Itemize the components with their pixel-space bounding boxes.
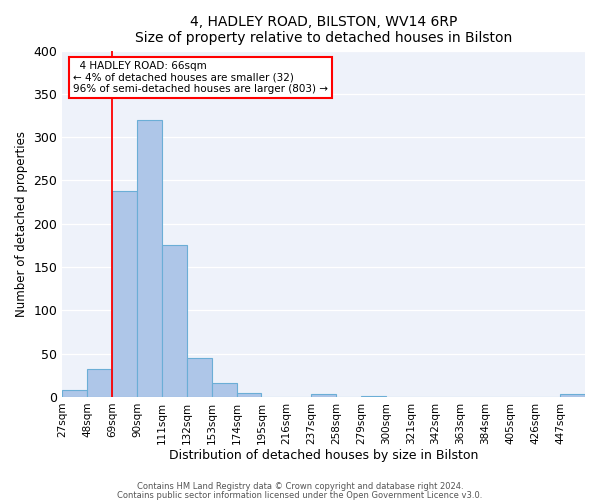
Bar bbox=[87, 369, 112, 397]
Bar bbox=[187, 358, 212, 397]
X-axis label: Distribution of detached houses by size in Bilston: Distribution of detached houses by size … bbox=[169, 450, 478, 462]
Y-axis label: Number of detached properties: Number of detached properties bbox=[15, 130, 28, 316]
Bar bbox=[112, 191, 137, 397]
Bar bbox=[212, 383, 236, 397]
Bar bbox=[361, 396, 386, 397]
Bar bbox=[236, 392, 262, 397]
Bar bbox=[560, 394, 585, 397]
Text: 4 HADLEY ROAD: 66sqm
← 4% of detached houses are smaller (32)
96% of semi-detach: 4 HADLEY ROAD: 66sqm ← 4% of detached ho… bbox=[73, 61, 328, 94]
Title: 4, HADLEY ROAD, BILSTON, WV14 6RP
Size of property relative to detached houses i: 4, HADLEY ROAD, BILSTON, WV14 6RP Size o… bbox=[135, 15, 512, 45]
Bar bbox=[62, 390, 87, 397]
Text: Contains public sector information licensed under the Open Government Licence v3: Contains public sector information licen… bbox=[118, 491, 482, 500]
Text: Contains HM Land Registry data © Crown copyright and database right 2024.: Contains HM Land Registry data © Crown c… bbox=[137, 482, 463, 491]
Bar bbox=[137, 120, 162, 397]
Bar bbox=[311, 394, 336, 397]
Bar bbox=[162, 246, 187, 397]
